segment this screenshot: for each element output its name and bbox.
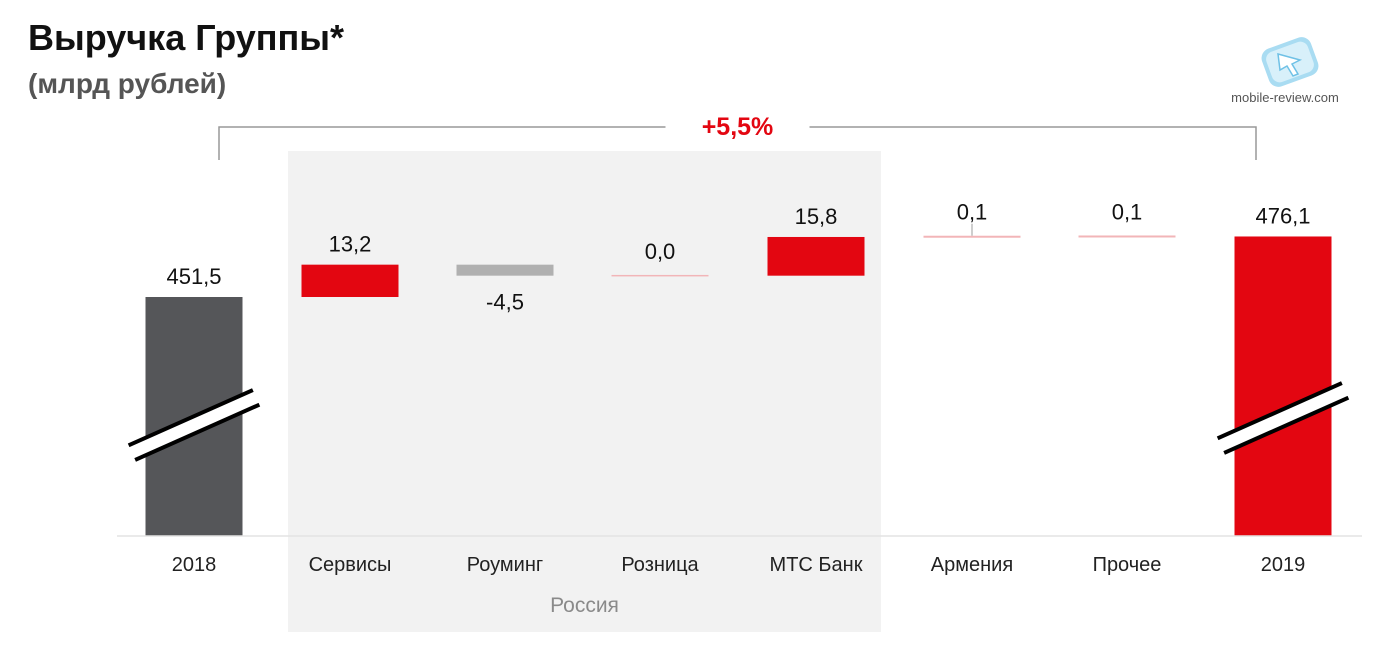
bar-прочее	[1078, 235, 1176, 238]
axis-break-line-top	[127, 388, 254, 448]
category-label-сервисы: Сервисы	[309, 554, 392, 576]
bars-layer	[145, 223, 1332, 537]
category-label-мтс-банк: МТС Банк	[770, 554, 863, 576]
growth-label: +5,5%	[702, 113, 774, 141]
value-label-роуминг: -4,5	[486, 290, 524, 315]
axis-break-gap	[1219, 384, 1347, 452]
chart-title: Выручка Группы*	[28, 17, 344, 58]
mobile-review-logo-icon	[1261, 37, 1319, 87]
growth-bracket	[218, 126, 1257, 160]
axis-break-line-bottom	[1223, 395, 1350, 455]
category-label-прочее: Прочее	[1093, 554, 1162, 576]
category-label-2019: 2019	[1261, 554, 1306, 576]
russia-group-background	[288, 151, 881, 632]
axis-break-line-bottom	[134, 402, 261, 462]
axis-break-2019	[1216, 381, 1350, 455]
axis-break-gap	[130, 391, 258, 459]
axis-break-line-top	[1216, 381, 1343, 441]
category-label-армения: Армения	[931, 554, 1013, 576]
bar-армения	[923, 235, 1021, 238]
bar-розница	[611, 274, 709, 277]
watermark-text: mobile-review.com	[1231, 90, 1339, 105]
category-label-розница: Розница	[621, 554, 699, 576]
bar-роуминг	[456, 264, 554, 276]
labels-layer: 451,5 13,2 -4,5 0,0 15,8 0,1 0,1 476,1 2018 Серви…	[166, 113, 1310, 617]
value-label-сервисы: 13,2	[329, 232, 372, 257]
growth-bracket-right	[809, 126, 1257, 160]
value-label-мтс-банк: 15,8	[795, 204, 838, 229]
chart-subtitle: (млрд рублей)	[28, 68, 226, 99]
watermark: mobile-review.com	[1231, 37, 1339, 105]
axis-breaks-layer	[127, 381, 1350, 462]
value-label-2018: 451,5	[166, 264, 221, 289]
bar-2019	[1234, 236, 1332, 537]
value-label-армения: 0,1	[957, 200, 988, 225]
value-label-2019: 476,1	[1255, 203, 1310, 228]
bar-сервисы	[301, 264, 399, 297]
growth-bracket-left	[218, 126, 666, 160]
value-label-розница: 0,0	[645, 239, 676, 264]
category-label-роуминг: Роуминг	[467, 554, 543, 576]
axis-break-2018	[127, 388, 261, 462]
value-label-прочее: 0,1	[1112, 199, 1143, 224]
bar-мтс-банк	[767, 236, 865, 276]
group-label-russia: Россия	[550, 594, 619, 617]
category-label-2018: 2018	[172, 554, 217, 576]
